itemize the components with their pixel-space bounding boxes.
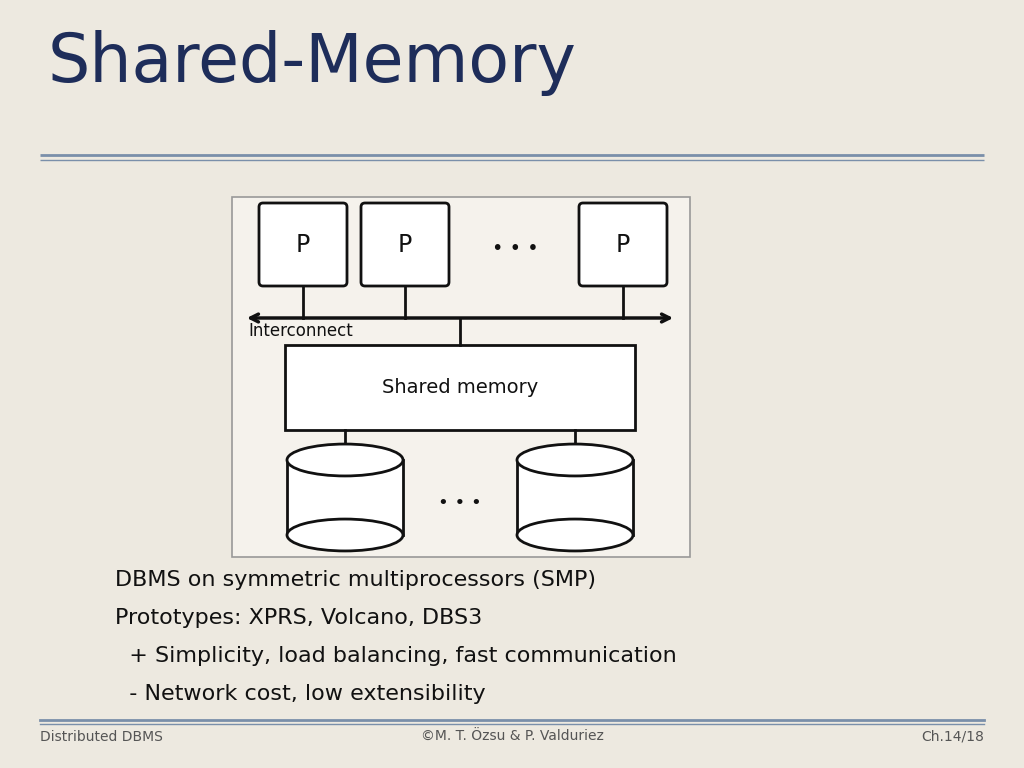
Text: • • •: • • • [438, 494, 482, 511]
Text: Prototypes: XPRS, Volcano, DBS3: Prototypes: XPRS, Volcano, DBS3 [115, 608, 482, 628]
Text: Distributed DBMS: Distributed DBMS [40, 730, 163, 744]
Text: Shared-Memory: Shared-Memory [48, 30, 577, 96]
Text: Ch.14/18: Ch.14/18 [922, 730, 984, 744]
Text: DBMS on symmetric multiprocessors (SMP): DBMS on symmetric multiprocessors (SMP) [115, 570, 596, 590]
Text: ©M. T. Özsu & P. Valduriez: ©M. T. Özsu & P. Valduriez [421, 730, 603, 744]
Text: • • •: • • • [492, 239, 539, 257]
Ellipse shape [517, 519, 633, 551]
Ellipse shape [287, 444, 403, 476]
Bar [285, 345, 635, 430]
Text: P: P [398, 233, 412, 257]
FancyBboxPatch shape [259, 203, 347, 286]
FancyBboxPatch shape [232, 197, 690, 557]
Bar [517, 460, 633, 535]
Text: P: P [296, 233, 310, 257]
Text: - Network cost, low extensibility: - Network cost, low extensibility [115, 684, 485, 704]
Text: Interconnect: Interconnect [248, 322, 352, 340]
FancyBboxPatch shape [361, 203, 449, 286]
FancyBboxPatch shape [579, 203, 667, 286]
Bar [287, 460, 403, 535]
Text: P: P [615, 233, 630, 257]
Text: Shared memory: Shared memory [382, 378, 539, 397]
Ellipse shape [517, 444, 633, 476]
Ellipse shape [287, 519, 403, 551]
Text: + Simplicity, load balancing, fast communication: + Simplicity, load balancing, fast commu… [115, 646, 677, 666]
